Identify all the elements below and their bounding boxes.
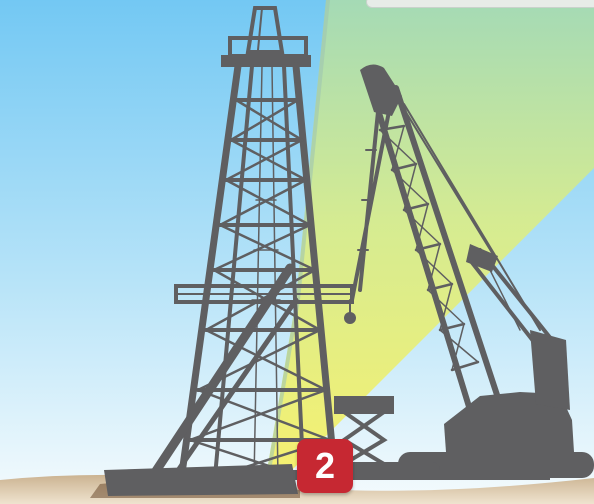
step-number-badge[interactable]: 2 xyxy=(297,439,353,493)
overlay-panel-edge xyxy=(366,0,594,8)
highlight-beam xyxy=(262,0,594,500)
highlight-beam-edge xyxy=(262,0,330,500)
crane-sheave xyxy=(466,244,498,272)
crane-house xyxy=(530,330,570,410)
crane-boom-tip xyxy=(360,64,402,116)
step-number-label: 2 xyxy=(314,445,336,486)
derrick-base xyxy=(104,464,298,496)
crane-cab xyxy=(444,392,574,452)
ground-pipe xyxy=(250,470,550,480)
crane-hook xyxy=(344,312,356,324)
